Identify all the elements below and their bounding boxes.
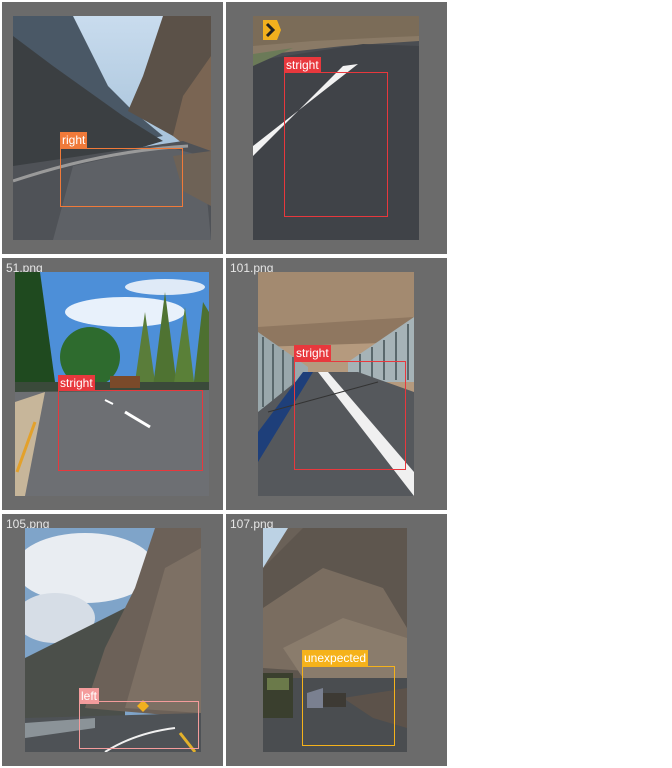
panel-5[interactable]: 105.png left <box>2 514 223 766</box>
detection-box <box>302 666 395 746</box>
road-photo <box>253 16 419 240</box>
road-photo <box>15 272 209 496</box>
detection-box <box>58 390 203 471</box>
road-photo <box>263 528 407 752</box>
detection-box <box>60 148 183 207</box>
detection-label: stright <box>294 345 331 361</box>
detection-box <box>284 72 388 217</box>
panel-4[interactable]: 101.png strig <box>226 258 447 510</box>
detection-label: right <box>60 132 88 148</box>
road-photo <box>25 528 201 752</box>
detection-box <box>294 361 406 470</box>
detection-box <box>79 701 199 749</box>
panel-1[interactable]: right <box>2 2 223 254</box>
detection-grid: right stright 51.png <box>2 2 447 766</box>
detection-label: stright <box>58 375 95 391</box>
panel-filename: 101.png <box>230 261 274 275</box>
panel-filename: 51.png <box>6 261 43 275</box>
road-photo <box>258 272 414 496</box>
panel-filename: 107.png <box>230 517 274 531</box>
panel-2[interactable]: stright <box>226 2 447 254</box>
panel-filename: 105.png <box>6 517 50 531</box>
panel-6[interactable]: 107.png unexpected <box>226 514 447 766</box>
detection-label: stright <box>284 57 321 73</box>
detection-label: left <box>79 688 100 704</box>
panel-3[interactable]: 51.png stright <box>2 258 223 510</box>
detection-label: unexpected <box>302 650 369 666</box>
